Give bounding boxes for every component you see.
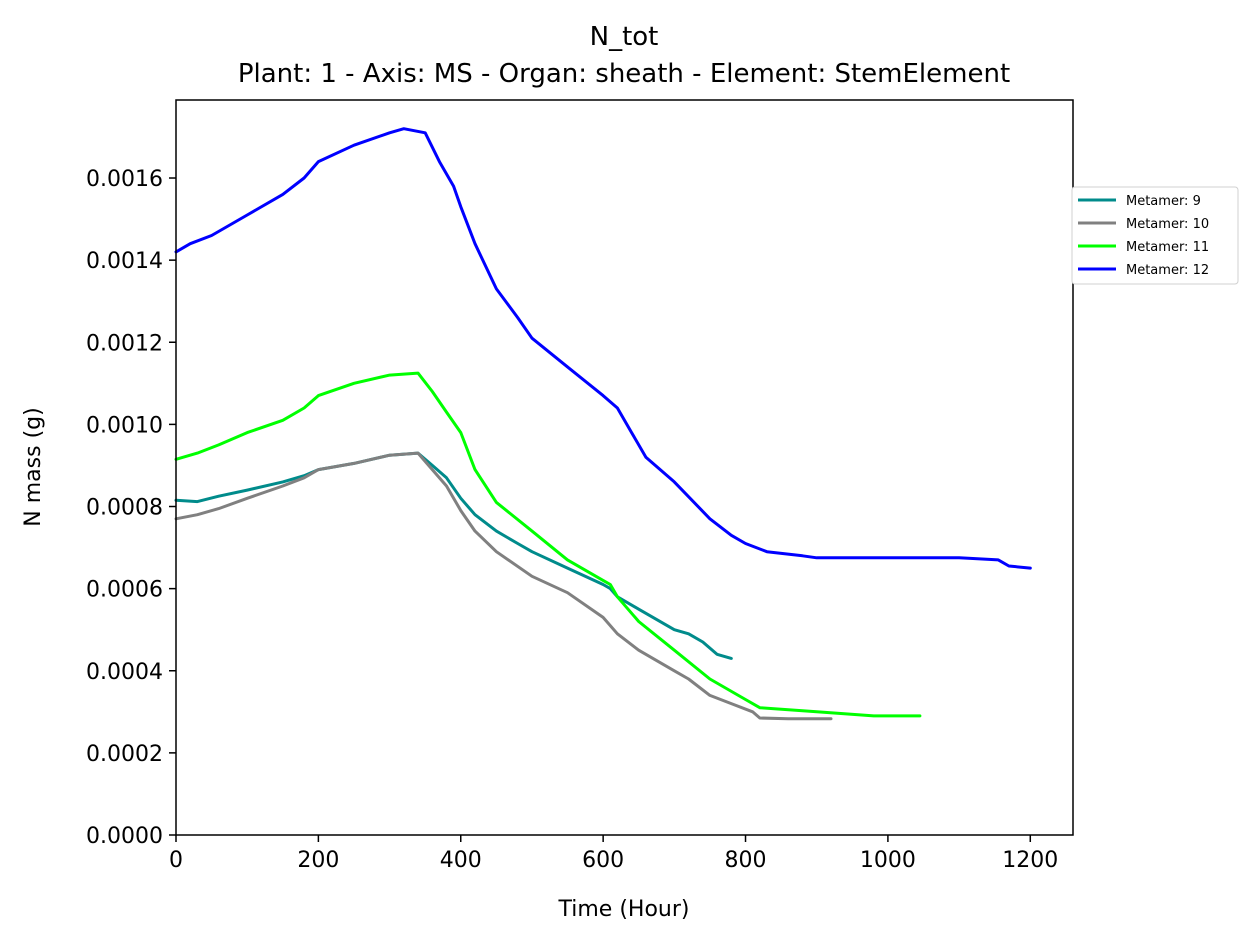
y-tick-label: 0.0014 (86, 249, 163, 274)
legend-label: Metamer: 12 (1126, 263, 1209, 278)
y-axis-label: N mass (g) (21, 407, 46, 526)
y-axis: 0.0000 0.0002 0.0004 0.0006 0.0008 0.0010 0.00… (86, 167, 176, 849)
series-line-1 (174, 451, 733, 660)
y-tick-label: 0.0006 (86, 578, 163, 603)
x-tick-label: 400 (440, 848, 482, 873)
x-tick-label: 600 (582, 848, 624, 873)
plot-frame (175, 99, 1074, 836)
x-tick-label: 1200 (1002, 848, 1058, 873)
y-tick-label: 0.0008 (86, 496, 163, 521)
series-line-3 (174, 371, 922, 718)
x-axis: 0 200 400 600 800 1000 1200 (169, 835, 1058, 873)
legend-label: Metamer: 9 (1126, 194, 1201, 209)
series-line-2 (174, 451, 833, 721)
legend-box (1071, 186, 1239, 285)
x-tick-label: 200 (297, 848, 339, 873)
y-tick-label: 0.0004 (86, 660, 163, 685)
y-tick-label: 0.0000 (86, 824, 163, 849)
x-tick-label: 800 (725, 848, 767, 873)
chart-subtitle: Plant: 1 - Axis: MS - Organ: sheath - El… (238, 59, 1010, 89)
y-tick-label: 0.0012 (86, 331, 163, 356)
x-tick-label: 0 (169, 848, 183, 873)
y-tick-label: 0.0002 (86, 742, 163, 767)
legend-label: Metamer: 11 (1126, 240, 1209, 255)
chart-title: N_tot (590, 22, 659, 52)
y-tick-label: 0.0010 (86, 413, 163, 438)
x-tick-label: 1000 (860, 848, 916, 873)
y-tick-label: 0.0016 (86, 167, 163, 192)
x-axis-label: Time (Hour) (558, 897, 690, 922)
legend: Metamer: 9 Metamer: 10 Metamer: 11 Metamer:… (1071, 186, 1239, 285)
series-line-4 (174, 127, 1032, 570)
legend-label: Metamer: 10 (1126, 217, 1209, 232)
series-layer (174, 127, 1032, 721)
